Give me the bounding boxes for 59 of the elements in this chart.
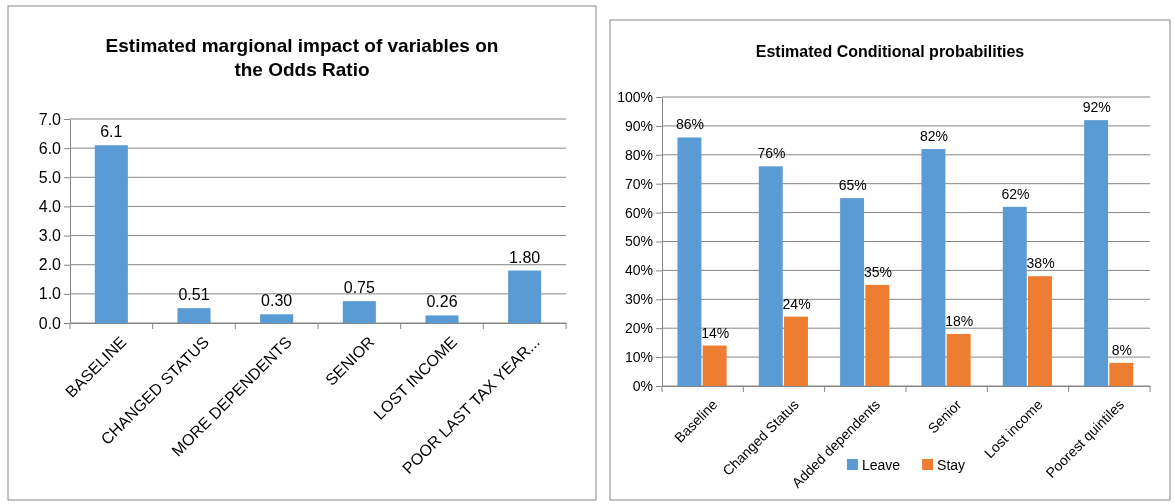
y-tick-label: 1.0 (38, 285, 62, 303)
data-label: 65% (838, 177, 867, 194)
y-tick-label: 80% (624, 146, 653, 163)
y-tick-label: 20% (624, 320, 653, 337)
bar (840, 198, 865, 386)
y-tick-label: 10% (624, 349, 653, 366)
bar (1002, 206, 1027, 386)
data-label: 0.51 (178, 286, 210, 304)
y-tick-label: 3.0 (38, 227, 62, 245)
data-label: 14% (701, 324, 730, 341)
y-tick-label: 0% (632, 377, 653, 394)
bar (677, 137, 702, 386)
data-label: 82% (920, 128, 949, 145)
y-tick-label: 40% (624, 262, 653, 279)
y-tick-label: 7.0 (38, 110, 62, 128)
legend-label: Stay (937, 456, 966, 473)
bar (946, 333, 971, 386)
bar (758, 166, 783, 386)
bar (425, 315, 459, 323)
y-tick-label: 30% (624, 291, 653, 308)
data-label: 86% (676, 116, 705, 133)
data-label: 76% (757, 145, 786, 162)
data-label: 35% (863, 263, 892, 280)
bar (921, 149, 946, 386)
bar (865, 284, 890, 386)
chart-title: Estimated margional impact of variables on the Odds Ratio (105, 35, 499, 80)
bar (1028, 276, 1052, 386)
y-tick-label: 4.0 (38, 198, 62, 216)
bar (508, 270, 542, 323)
chart-title: Estimated Conditional probabilities (755, 43, 1025, 60)
bar (784, 316, 808, 386)
bar (177, 308, 211, 323)
y-tick-label: 60% (624, 204, 653, 221)
data-label: 8% (1111, 341, 1133, 358)
y-tick-label: 70% (624, 175, 653, 192)
bar (94, 145, 128, 323)
y-tick-label: 6.0 (38, 139, 62, 157)
data-label: 18% (945, 312, 974, 329)
data-label: 62% (1001, 185, 1030, 202)
y-tick-label: 2.0 (38, 256, 62, 274)
data-label: 38% (1026, 255, 1055, 272)
bar (702, 345, 727, 386)
y-tick-label: 50% (624, 233, 653, 250)
bar (1084, 120, 1109, 386)
legend-label: Leave (861, 456, 901, 473)
y-tick-label: 0.0 (38, 314, 62, 332)
bar (260, 314, 294, 323)
data-label: 0.30 (261, 292, 293, 310)
bar (1109, 362, 1134, 386)
data-label: 24% (782, 295, 811, 312)
data-label: 0.26 (426, 293, 458, 311)
data-label: 0.75 (343, 279, 376, 297)
y-tick-label: 100% (617, 88, 653, 105)
bar (342, 301, 376, 323)
data-label: 6.1 (100, 123, 123, 141)
data-label: 92% (1082, 99, 1111, 116)
y-tick-label: 90% (624, 117, 653, 134)
y-tick-label: 5.0 (38, 168, 62, 186)
data-label: 1.80 (509, 248, 541, 266)
